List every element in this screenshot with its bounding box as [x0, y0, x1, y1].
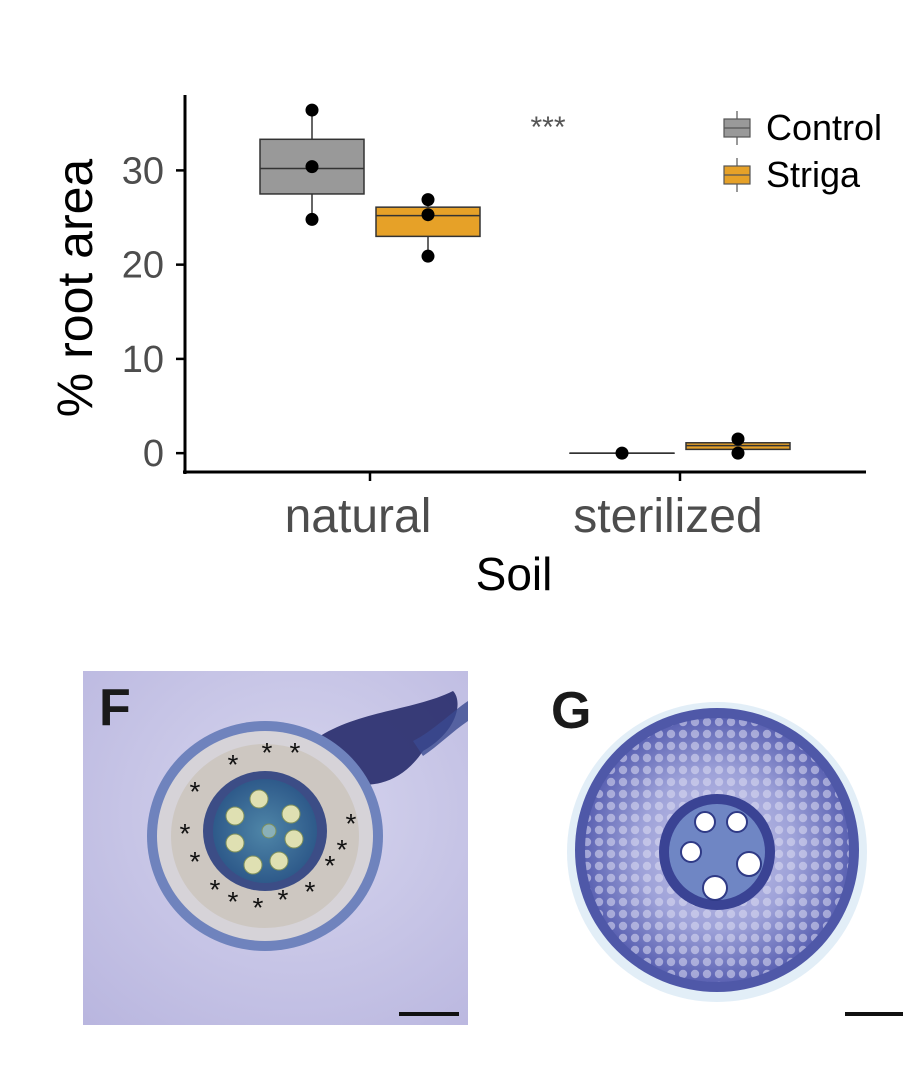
data-point: [421, 249, 435, 263]
panel-g-micrograph: G: [545, 680, 905, 1025]
data-point: [615, 446, 629, 460]
significance-annotation: ***: [530, 111, 565, 144]
data-point: [421, 193, 435, 207]
asterisk: *: [190, 846, 201, 877]
asterisk: *: [210, 874, 221, 905]
xylem-vessels: [225, 789, 304, 875]
y-axis-ticks: 0 10 20 30: [122, 150, 185, 475]
data-point: [305, 160, 319, 174]
legend-label: Striga: [766, 154, 861, 195]
x-axis-ticks: natural sterilized: [285, 472, 763, 543]
y-tick-label: 10: [122, 339, 164, 381]
data-point: [731, 432, 745, 446]
y-tick-label: 20: [122, 245, 164, 287]
asterisk: *: [228, 749, 239, 780]
asterisk: *: [290, 737, 301, 768]
asterisk: *: [253, 892, 264, 923]
asterisk: *: [337, 834, 348, 865]
root-cross-section-f: * * * * * * * * * * * * * * F: [83, 671, 468, 1025]
panel-label-g: G: [551, 682, 591, 740]
x-tick-label: sterilized: [573, 490, 762, 543]
asterisk: *: [346, 808, 357, 839]
asterisk: *: [190, 776, 201, 807]
asterisk: *: [325, 850, 336, 881]
x-axis-label: Soil: [476, 548, 553, 600]
legend-label: Control: [766, 107, 882, 148]
asterisk: *: [180, 818, 191, 849]
asterisk-markers: * * * * * * * * * * * * * *: [180, 737, 357, 923]
data-point: [731, 446, 745, 460]
asterisk: *: [228, 886, 239, 917]
data-point: [305, 212, 319, 226]
panel-f-micrograph: * * * * * * * * * * * * * * F: [83, 671, 468, 1025]
y-tick-label: 0: [143, 433, 164, 475]
panel-label-f: F: [99, 679, 131, 737]
xylem-vessels: [680, 811, 762, 901]
asterisk: *: [305, 876, 316, 907]
x-tick-label: natural: [285, 490, 432, 543]
y-axis-label: % root area: [47, 159, 103, 418]
plot-marks: [259, 103, 791, 460]
data-point: [421, 208, 435, 222]
root-cross-section-g: G: [545, 680, 905, 1025]
data-point: [305, 103, 319, 117]
box-plot: 0 10 20 30 natural sterilized % root area So…: [47, 95, 882, 600]
legend: Control Striga: [723, 107, 882, 195]
asterisk: *: [278, 884, 289, 915]
asterisk: *: [262, 737, 273, 768]
y-tick-label: 30: [122, 150, 164, 192]
